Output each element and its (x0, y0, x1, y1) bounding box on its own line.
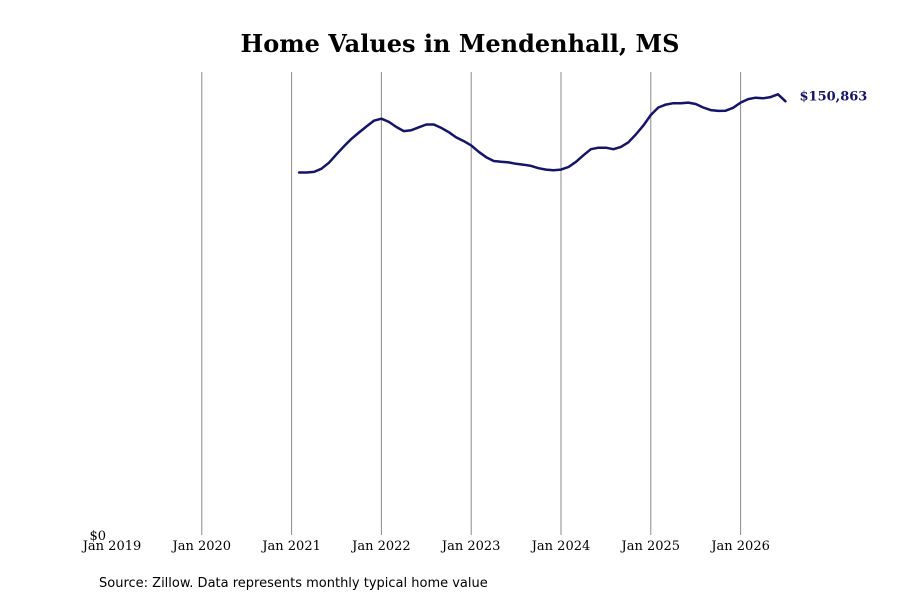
chart-title: Home Values in Mendenhall, MS (241, 29, 680, 58)
series-line (297, 93, 787, 174)
y-axis-tick-label-zero: $0 (89, 529, 106, 544)
x-axis-tick-label: Jan 2024 (530, 539, 591, 554)
x-axis-tick-label: Jan 2026 (709, 539, 770, 554)
x-axis-tick-label: Jan 2021 (260, 539, 321, 554)
x-axis-tick-label: Jan 2025 (620, 539, 681, 554)
x-axis-tick-label: Jan 2023 (440, 539, 501, 554)
x-axis-tick-label: Jan 2019 (81, 539, 142, 554)
source-note: Source: Zillow. Data represents monthly … (99, 576, 488, 591)
x-axis-tick-label: Jan 2022 (350, 539, 411, 554)
x-axis-tick-label: Jan 2020 (171, 539, 232, 554)
last-value-label: $150,863 (800, 89, 868, 104)
vertical-grid (201, 72, 742, 535)
x-axis-tick-labels: Jan 2019 Jan 2020 Jan 2021 Jan 2022 Jan 2023… (81, 539, 770, 554)
